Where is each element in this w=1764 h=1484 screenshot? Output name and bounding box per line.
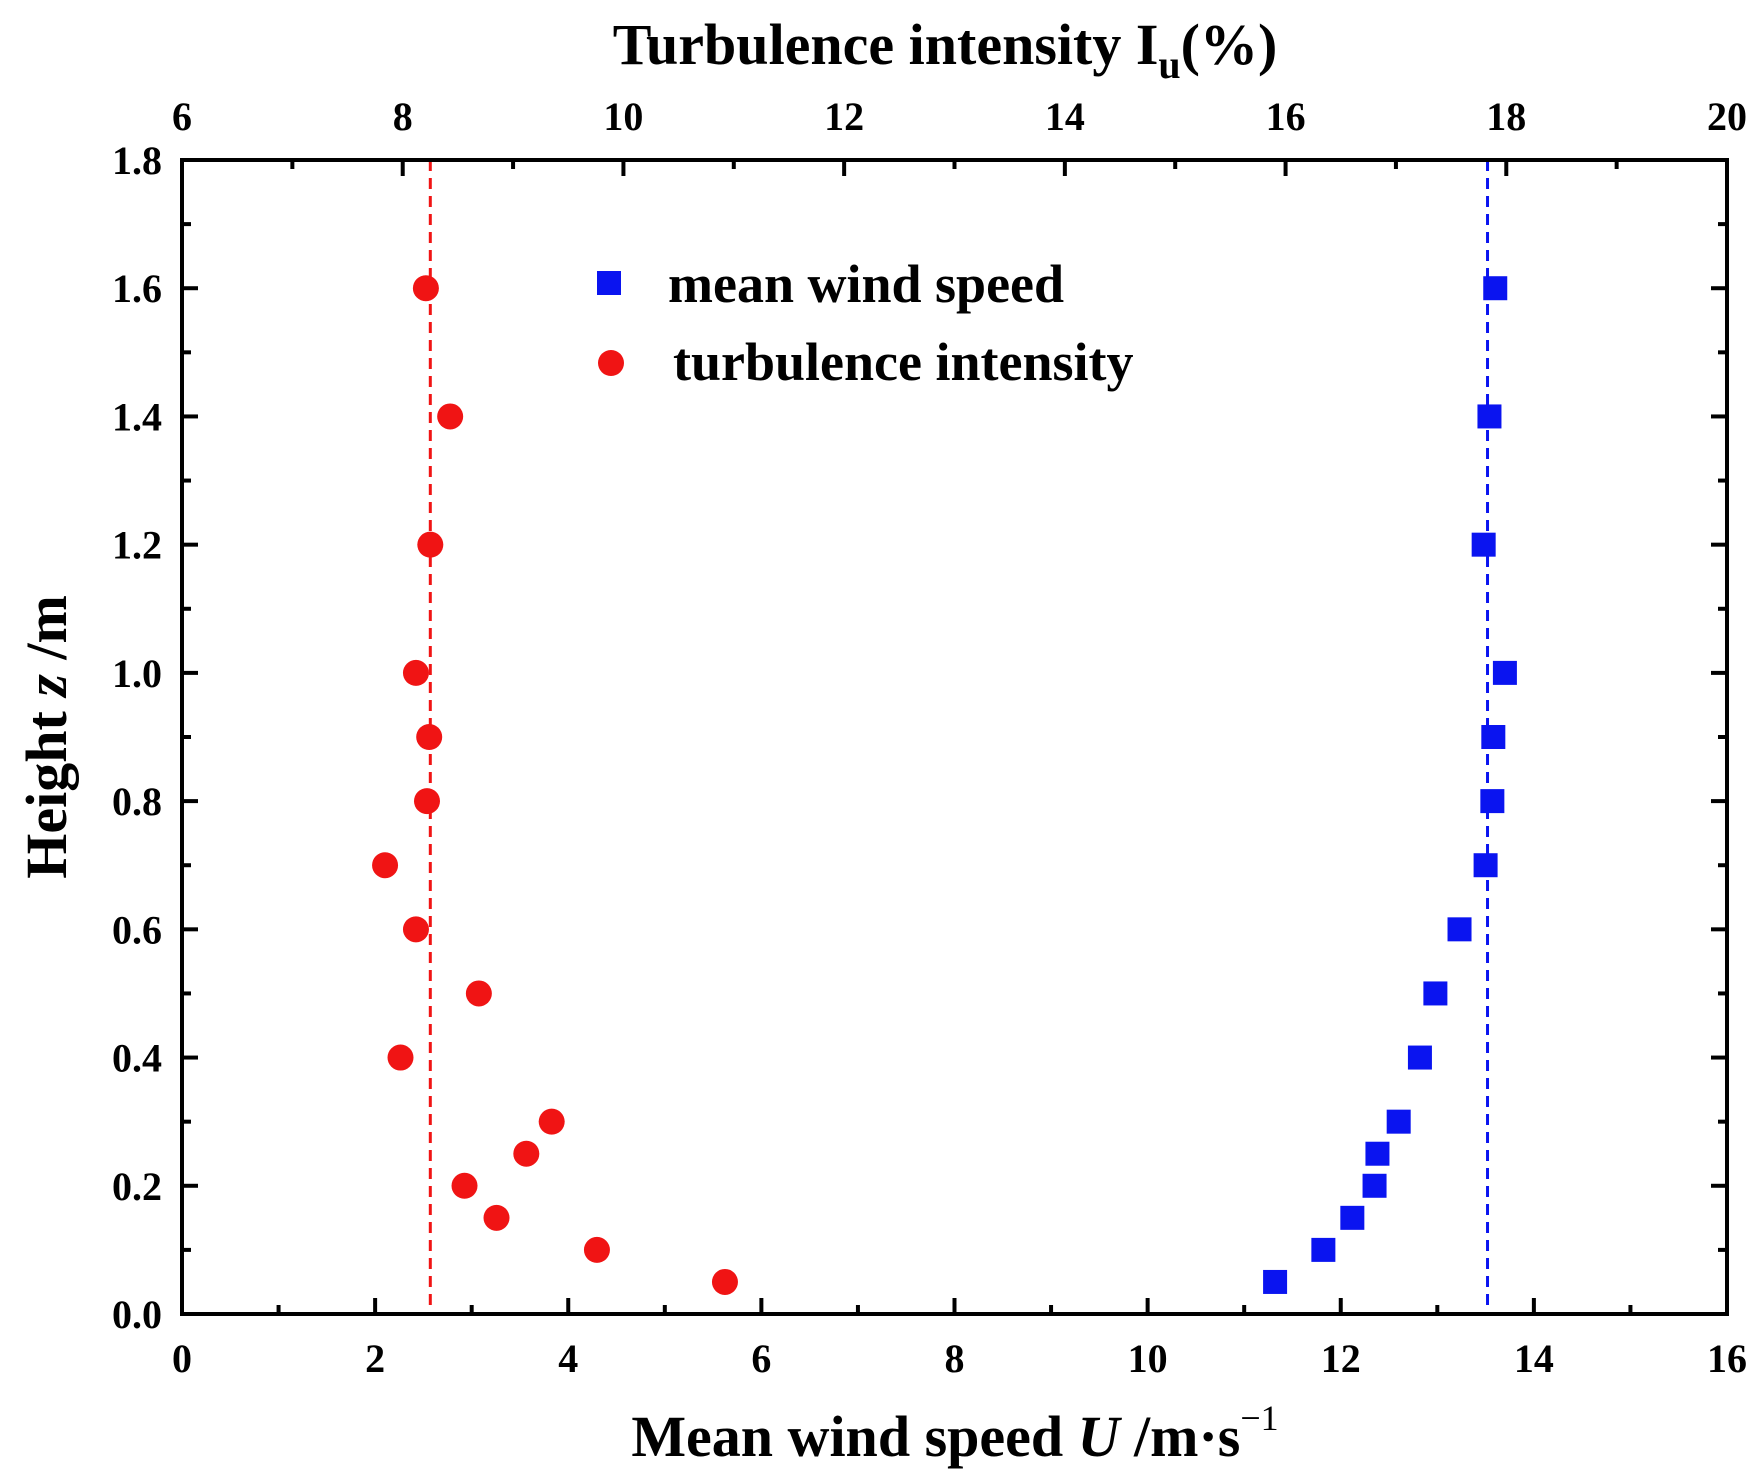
left-tick-label: 1.4: [112, 394, 162, 439]
turbulence-intensity-point: [413, 788, 440, 815]
legend: mean wind speed turbulence intensity: [597, 254, 1134, 392]
mean-wind-speed-point: [1483, 276, 1508, 301]
bottom-axis-title-tail: /m·s: [1120, 1404, 1241, 1469]
top-tick-label: 18: [1486, 94, 1526, 139]
mean-wind-speed-point: [1386, 1109, 1411, 1134]
turbulence-intensity-point: [387, 1044, 414, 1071]
top-tick-label: 10: [603, 94, 643, 139]
turbulence-intensity-point: [451, 1172, 478, 1199]
bottom-tick-label: 16: [1707, 1336, 1747, 1381]
bottom-axis-title-main: Mean wind speed: [631, 1404, 1077, 1469]
mean-wind-speed-point: [1480, 789, 1505, 814]
top-tick-label: 6: [172, 94, 192, 139]
left-tick-label: 0.0: [112, 1292, 162, 1337]
turbulence-intensity-point: [372, 852, 399, 879]
bottom-tick-label: 6: [751, 1336, 771, 1381]
left-axis-title-tail: /m: [14, 595, 79, 674]
top-tick-label: 14: [1045, 94, 1085, 139]
turbulence-intensity-point: [416, 724, 443, 750]
mean-wind-speed-point: [1340, 1205, 1365, 1230]
mean-wind-speed-point: [1473, 853, 1498, 878]
bottom-axis-title-superscript: −1: [1240, 1398, 1278, 1438]
mean-wind-speed-point: [1477, 404, 1502, 429]
left-tick-label: 1.2: [112, 523, 162, 568]
bottom-axis-title: Mean wind speed U /m·s−1: [631, 1398, 1278, 1469]
bottom-tick-label: 10: [1128, 1336, 1168, 1381]
mean-wind-speed-point: [1492, 660, 1517, 685]
left-axis-title-italic: z: [14, 674, 79, 699]
mean-wind-speed-point: [1365, 1141, 1390, 1166]
top-tick-label: 20: [1707, 94, 1747, 139]
left-tick-label: 0.2: [112, 1164, 162, 1209]
mean-wind-speed-point: [1263, 1269, 1288, 1294]
mean-wind-speed-point: [1471, 532, 1496, 557]
left-axis-title-main: Height: [14, 697, 79, 879]
left-tick-label: 1.8: [112, 138, 162, 183]
turbulence-intensity-point: [402, 659, 429, 686]
bottom-axis-title-italic: U: [1078, 1404, 1123, 1469]
left-tick-label: 1.6: [112, 266, 162, 311]
turbulence-intensity-point: [583, 1236, 610, 1263]
bottom-tick-label: 2: [365, 1336, 385, 1381]
turbulence-intensity-point: [412, 275, 439, 302]
left-tick-label: 0.6: [112, 907, 162, 952]
mean-wind-speed-point: [1407, 1045, 1432, 1070]
top-tick-label: 12: [824, 94, 864, 139]
axis-ticks: 0 2 4 6 8 10 12 14 16 6 8 10 12 14 16 18 20 0.0 0.2 0.4 0.6 0…: [112, 94, 1747, 1381]
data-points: [372, 275, 1517, 1295]
left-axis-title: Height z /m: [14, 595, 79, 879]
top-axis-title: Turbulence intensity Iu(%): [613, 12, 1278, 87]
top-tick-label: 8: [393, 94, 413, 139]
left-tick-label: 0.4: [112, 1036, 162, 1081]
legend-marker-turbulence-intensity: [598, 350, 624, 376]
top-axis-title-subscript: u: [1158, 42, 1180, 87]
legend-label-turbulence-intensity: turbulence intensity: [673, 332, 1134, 392]
turbulence-intensity-point: [513, 1140, 540, 1167]
turbulence-intensity-point: [538, 1108, 565, 1135]
mean-wind-speed-point: [1311, 1237, 1336, 1262]
top-axis-title-main: Turbulence intensity I: [613, 12, 1159, 77]
turbulence-intensity-point: [402, 916, 429, 943]
bottom-tick-label: 8: [945, 1336, 965, 1381]
legend-label-mean-wind-speed: mean wind speed: [668, 254, 1064, 314]
plot-frame: [180, 158, 1729, 1316]
turbulence-intensity-point: [417, 531, 444, 558]
top-tick-label: 16: [1266, 94, 1306, 139]
turbulence-intensity-point: [465, 980, 492, 1007]
turbulence-intensity-point: [711, 1268, 738, 1295]
turbulence-intensity-point: [437, 403, 464, 430]
bottom-tick-label: 14: [1514, 1336, 1554, 1381]
bottom-tick-label: 0: [172, 1336, 192, 1381]
mean-wind-speed-point: [1481, 725, 1506, 749]
bottom-tick-label: 12: [1321, 1336, 1361, 1381]
mean-wind-speed-point: [1423, 981, 1448, 1006]
turbulence-intensity-point: [483, 1204, 510, 1231]
mean-wind-speed-point: [1362, 1173, 1387, 1198]
mean-wind-speed-point: [1447, 917, 1472, 942]
bottom-tick-label: 4: [558, 1336, 578, 1381]
left-tick-label: 1.0: [112, 651, 162, 696]
legend-marker-mean-wind-speed: [597, 271, 621, 295]
top-axis-title-tail: (%): [1181, 12, 1278, 77]
left-tick-label: 0.8: [112, 779, 162, 824]
